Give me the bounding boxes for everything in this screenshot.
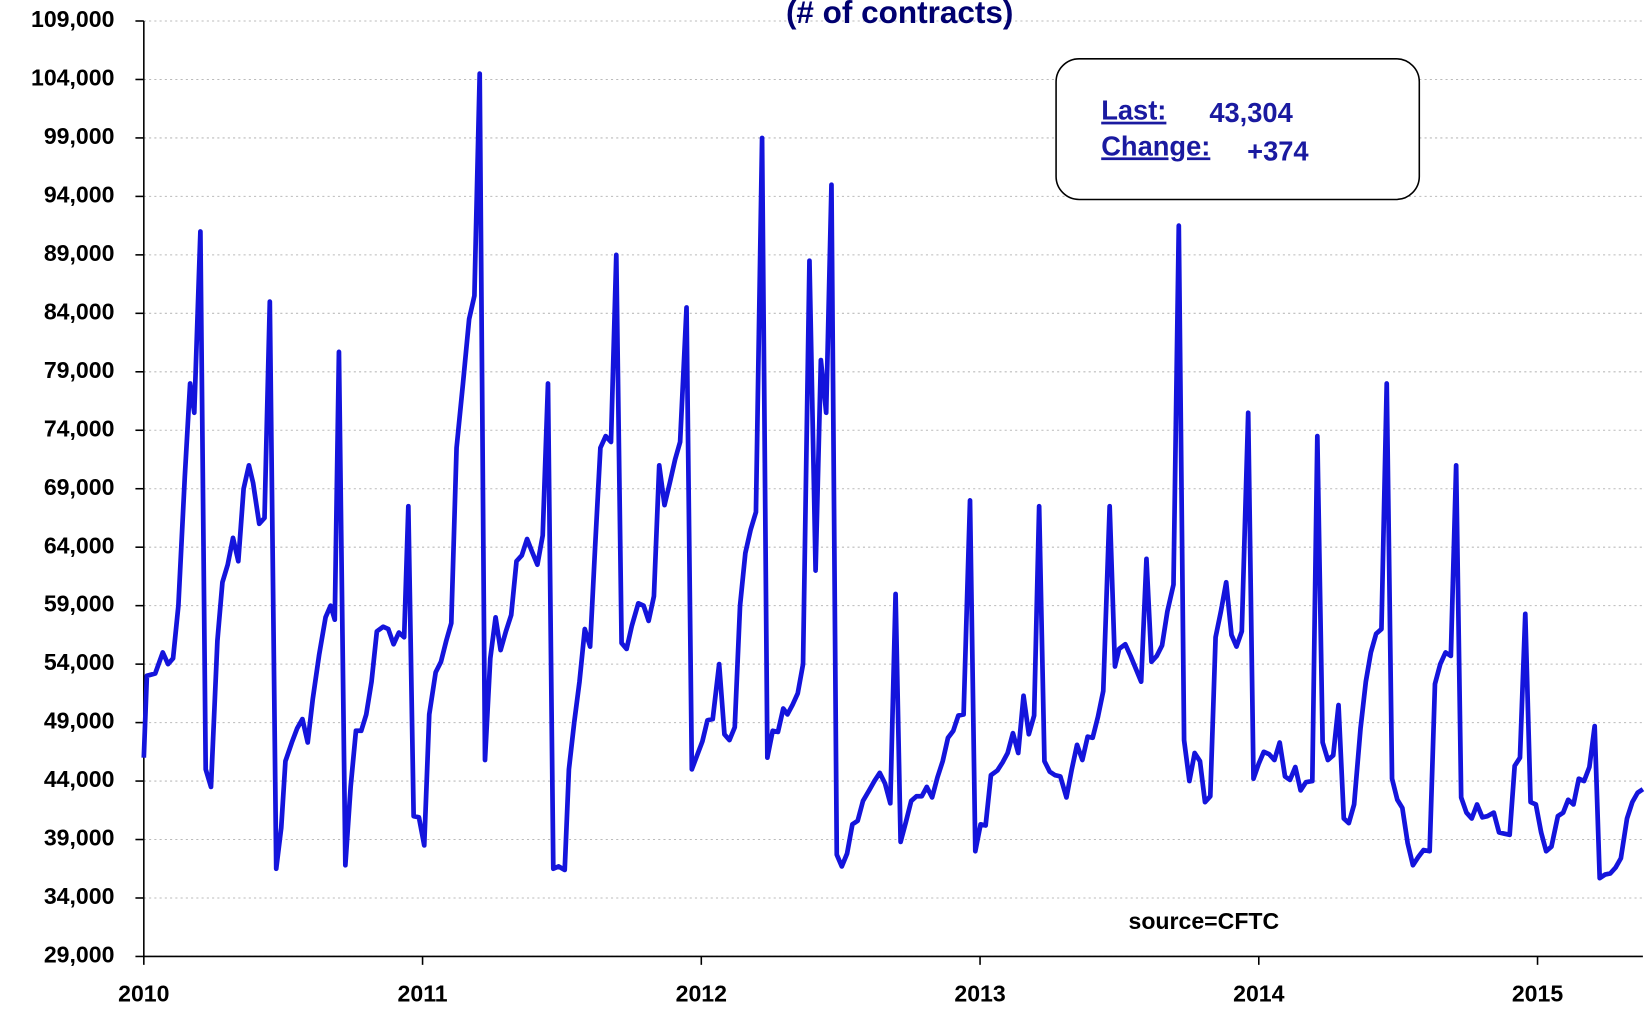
- y-tick-label: 99,000: [44, 123, 115, 149]
- y-tick-label: 39,000: [44, 825, 115, 851]
- y-tick-label: 79,000: [44, 357, 115, 383]
- x-tick-label: 2013: [954, 980, 1005, 1006]
- y-tick-label: 109,000: [31, 6, 114, 32]
- y-tick-label: 49,000: [44, 708, 115, 734]
- y-tick-label: 69,000: [44, 474, 115, 500]
- chart-title: (# of contracts): [786, 0, 1013, 30]
- last-label: Last:: [1101, 95, 1166, 126]
- y-tick-label: 59,000: [44, 591, 115, 617]
- data-line: [141, 71, 1645, 881]
- x-tick-label: 2011: [398, 980, 448, 1006]
- y-tick-label: 74,000: [44, 415, 115, 441]
- last-value: 43,304: [1209, 97, 1293, 128]
- y-tick-label: 54,000: [44, 649, 115, 675]
- change-value: +374: [1247, 136, 1309, 167]
- y-tick-label: 104,000: [31, 65, 114, 91]
- y-tick-label: 89,000: [44, 240, 115, 266]
- annotation-box: [1055, 58, 1421, 201]
- y-tick-label: 44,000: [44, 766, 115, 792]
- y-tick-label: 34,000: [44, 883, 115, 909]
- x-tick-label: 2010: [118, 980, 169, 1006]
- y-tick-label: 94,000: [44, 181, 115, 207]
- x-tick-label: 2014: [1233, 980, 1285, 1006]
- change-label: Change:: [1101, 130, 1210, 161]
- y-tick-label: 84,000: [44, 298, 115, 324]
- y-tick-label: 64,000: [44, 532, 115, 558]
- y-tick-label: 29,000: [44, 942, 115, 968]
- source-note: source=CFTC: [1129, 908, 1280, 934]
- x-tick-label: 2015: [1512, 980, 1564, 1006]
- x-tick-label: 2012: [676, 980, 727, 1006]
